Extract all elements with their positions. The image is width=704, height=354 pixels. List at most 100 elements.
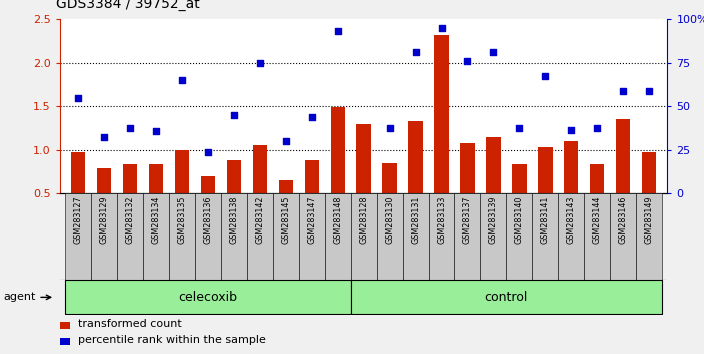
Point [150,129,161,134]
Point [566,127,577,132]
Bar [298,193,325,280]
Text: GSM283131: GSM283131 [411,195,420,244]
Point [591,125,603,131]
Bar [610,193,636,280]
Point [73,95,84,101]
Bar [636,193,662,280]
Point [202,149,213,155]
Point [514,125,525,131]
Bar [201,176,215,236]
Point [176,77,187,83]
Bar [403,193,429,280]
Bar [642,152,656,236]
Point [488,50,499,55]
Bar [305,160,319,236]
Bar [253,145,267,236]
Bar [71,152,85,236]
Text: GDS3384 / 39752_at: GDS3384 / 39752_at [56,0,200,11]
Text: GSM283147: GSM283147 [307,195,316,244]
Bar [272,193,298,280]
Text: GSM283140: GSM283140 [515,195,524,244]
Bar [506,193,532,280]
Text: GSM283136: GSM283136 [203,195,213,244]
Bar [122,164,137,236]
Bar [143,193,169,280]
Point [617,88,629,94]
Bar [117,193,143,280]
Text: GSM283142: GSM283142 [256,195,264,244]
Bar [221,193,247,280]
Text: agent: agent [3,292,51,302]
Bar [91,193,117,280]
Text: transformed count: transformed count [78,319,182,329]
Bar [351,193,377,280]
Bar [97,168,111,236]
Point [228,112,239,118]
Text: GSM283138: GSM283138 [230,195,238,244]
Text: GSM283133: GSM283133 [437,195,446,244]
Point [306,115,318,120]
FancyBboxPatch shape [351,280,662,314]
Bar [558,193,584,280]
Text: GSM283128: GSM283128 [359,195,368,244]
Bar [616,119,630,236]
Bar [247,193,272,280]
Bar [65,193,91,280]
Bar [408,121,422,236]
Bar [330,107,345,236]
Point [332,28,344,34]
Bar [584,193,610,280]
Point [99,134,110,139]
Bar [149,164,163,236]
Text: GSM283149: GSM283149 [645,195,654,244]
Text: control: control [485,291,528,304]
Bar [590,164,605,236]
Text: GSM283127: GSM283127 [73,195,82,244]
Bar [460,143,474,236]
Text: GSM283132: GSM283132 [125,195,134,244]
Text: GSM283130: GSM283130 [385,195,394,244]
Text: GSM283129: GSM283129 [99,195,108,244]
Point [643,88,655,93]
Text: GSM283135: GSM283135 [177,195,187,244]
Bar [60,338,70,346]
Bar [325,193,351,280]
Bar [486,137,501,236]
Text: GSM283139: GSM283139 [489,195,498,244]
Text: GSM283134: GSM283134 [151,195,161,244]
Bar [227,160,241,236]
Bar [356,124,371,236]
Text: GSM283143: GSM283143 [567,195,576,244]
Point [436,25,447,31]
Point [384,125,395,131]
Bar [175,149,189,236]
Bar [382,164,397,236]
Point [280,138,291,144]
Text: GSM283146: GSM283146 [619,195,628,244]
Point [254,60,265,66]
Bar [279,180,293,236]
Bar [434,35,448,236]
Bar [455,193,480,280]
Bar [513,164,527,236]
Text: GSM283137: GSM283137 [463,195,472,244]
Bar [539,147,553,236]
Point [462,58,473,64]
Text: percentile rank within the sample: percentile rank within the sample [78,335,266,344]
Bar [532,193,558,280]
Bar [564,141,579,236]
Bar [195,193,221,280]
Bar [60,322,70,330]
Bar [480,193,506,280]
Text: GSM283145: GSM283145 [281,195,290,244]
Bar [377,193,403,280]
Bar [169,193,195,280]
Point [125,125,136,131]
Bar [429,193,455,280]
Text: GSM283148: GSM283148 [333,195,342,244]
Point [540,73,551,79]
Point [410,50,421,55]
Text: celecoxib: celecoxib [178,291,237,304]
FancyBboxPatch shape [65,280,351,314]
Text: GSM283141: GSM283141 [541,195,550,244]
